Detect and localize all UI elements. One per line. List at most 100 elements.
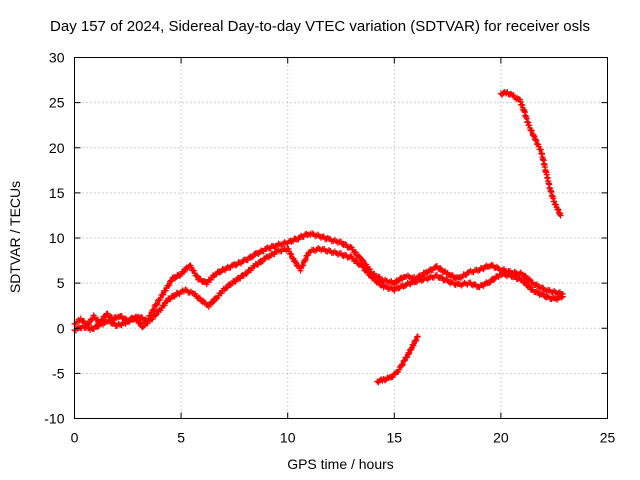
data-point-marker xyxy=(110,319,117,326)
x-tick-label: 15 xyxy=(387,430,403,446)
data-point-marker xyxy=(511,273,518,280)
y-tick-label: 0 xyxy=(57,320,65,336)
data-point-marker xyxy=(427,266,434,273)
data-point-marker xyxy=(360,257,367,264)
data-point-marker xyxy=(166,296,173,303)
data-point-marker xyxy=(522,273,529,280)
data-point-marker xyxy=(559,293,566,300)
x-tick-label: 0 xyxy=(71,430,79,446)
data-point-marker xyxy=(393,284,400,291)
data-point-marker xyxy=(181,268,188,275)
data-point-marker xyxy=(153,311,160,318)
data-point-marker xyxy=(288,238,295,245)
data-point-marker xyxy=(404,354,411,361)
x-axis-label: GPS time / hours xyxy=(287,456,394,472)
series-track-negative-arc xyxy=(374,333,421,386)
x-tick-label: 10 xyxy=(280,430,296,446)
data-point-marker xyxy=(410,342,417,349)
data-point-marker xyxy=(405,280,412,287)
data-point-marker xyxy=(154,300,161,307)
y-tick-label: 20 xyxy=(49,140,65,156)
data-point-marker xyxy=(165,282,172,289)
data-point-marker xyxy=(264,244,271,251)
data-point-marker xyxy=(413,337,420,344)
data-point-marker xyxy=(288,251,295,258)
data-point-marker xyxy=(490,276,497,283)
data-point-marker xyxy=(360,264,367,271)
data-point-marker xyxy=(557,212,564,219)
data-point-marker xyxy=(209,300,216,307)
data-point-marker xyxy=(543,294,550,301)
data-point-marker xyxy=(242,256,249,263)
data-point-marker xyxy=(479,265,486,272)
y-tick-label: 5 xyxy=(57,275,65,291)
data-point-marker xyxy=(522,279,529,286)
data-point-marker xyxy=(201,277,208,284)
data-point-marker xyxy=(213,295,220,302)
data-point-marker xyxy=(150,306,157,313)
series-track-evening-decline xyxy=(497,88,564,219)
data-point-marker xyxy=(324,234,331,241)
data-point-marker xyxy=(196,295,203,302)
data-point-marker xyxy=(220,266,227,273)
data-point-marker xyxy=(356,253,363,260)
data-point-marker xyxy=(452,275,459,282)
data-point-marker xyxy=(195,294,202,301)
data-point-marker xyxy=(193,272,200,279)
data-point-marker xyxy=(532,289,539,296)
data-point-marker xyxy=(77,315,84,322)
data-point-marker xyxy=(515,275,522,282)
data-point-marker xyxy=(160,291,167,298)
y-axis-label: SDTVAR / TECUs xyxy=(7,180,23,294)
data-point-marker xyxy=(341,241,348,248)
data-point-marker xyxy=(248,254,255,261)
axis-ticks: 0 5 10 15 20 25 -10 -5 0 5 10 15 20 25 30 xyxy=(44,50,615,446)
data-point-marker xyxy=(493,263,500,270)
x-tick-label: 20 xyxy=(493,430,509,446)
x-tick-label: 5 xyxy=(177,430,185,446)
y-tick-label: 15 xyxy=(49,185,65,201)
data-point-marker xyxy=(292,259,299,266)
y-tick-label: -5 xyxy=(52,365,65,381)
data-point-marker xyxy=(75,324,82,331)
data-point-marker xyxy=(318,234,325,241)
data-point-marker xyxy=(359,256,366,263)
data-point-marker xyxy=(303,230,310,237)
data-point-marker xyxy=(525,282,532,289)
data-point-marker xyxy=(379,281,386,288)
series-track-main-lower xyxy=(71,245,566,334)
data-point-marker xyxy=(157,294,164,301)
data-point-marker xyxy=(406,350,413,357)
data-point-marker xyxy=(152,312,159,319)
data-point-marker xyxy=(526,283,533,290)
data-point-marker xyxy=(399,361,406,368)
data-point-marker xyxy=(423,269,430,276)
data-point-marker xyxy=(367,272,374,279)
data-point-marker xyxy=(297,267,304,274)
data-point-marker xyxy=(300,262,307,269)
data-point-marker xyxy=(168,277,175,284)
data-point-marker xyxy=(452,281,459,288)
data-point-marker xyxy=(532,282,539,289)
data-point-marker xyxy=(487,263,494,270)
data-point-marker xyxy=(166,281,173,288)
data-point-marker xyxy=(190,267,197,274)
data-point-marker xyxy=(258,258,265,265)
data-point-marker xyxy=(232,262,239,269)
data-point-marker xyxy=(188,264,195,271)
data-point-marker xyxy=(409,278,416,285)
data-point-marker xyxy=(399,362,406,369)
data-point-marker xyxy=(352,249,359,256)
data-point-marker xyxy=(133,315,140,322)
data-point-marker xyxy=(345,254,352,261)
data-point-marker xyxy=(172,275,179,282)
data-point-marker xyxy=(298,232,305,239)
data-series xyxy=(71,88,566,386)
data-point-marker xyxy=(456,274,463,281)
data-point-marker xyxy=(414,333,421,340)
data-point-marker xyxy=(224,263,231,270)
data-point-marker xyxy=(224,284,231,291)
data-point-marker xyxy=(447,273,454,280)
data-point-marker xyxy=(292,258,299,265)
